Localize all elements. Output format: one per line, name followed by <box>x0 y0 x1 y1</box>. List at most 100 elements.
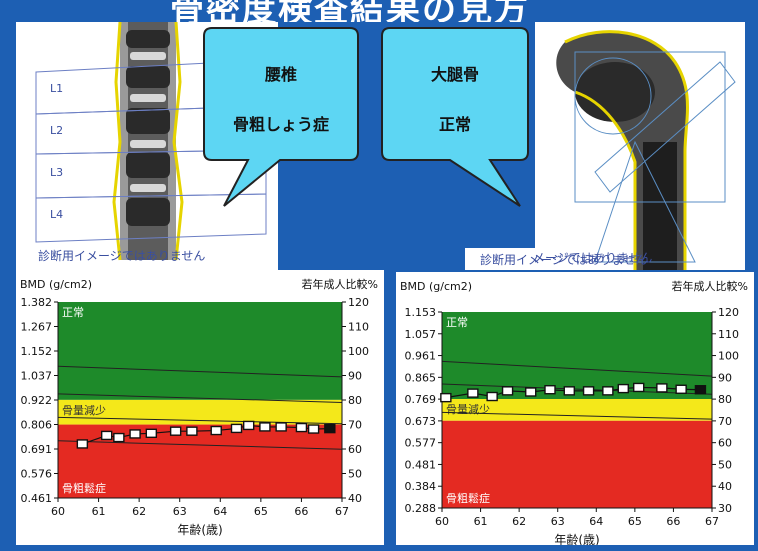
femur-scan-image: 診断用イメージではありません <box>485 22 745 270</box>
y-left-tick-label: 1.152 <box>21 345 53 358</box>
title-bar: 骨密度検査結果の見方 <box>0 0 758 22</box>
y-left-tick-label: 1.153 <box>405 306 437 319</box>
zone-label: 骨粗鬆症 <box>62 481 106 495</box>
x-tick-label: 63 <box>551 515 565 528</box>
bmd-data-point <box>186 426 198 436</box>
x-tick-label: 60 <box>51 505 65 518</box>
y-left-tick-label: 0.461 <box>21 492 53 505</box>
bmd-data-point <box>675 384 687 394</box>
y-right-tick-label: 80 <box>718 393 732 406</box>
y-left-tick-label: 0.673 <box>405 415 437 428</box>
bmd-data-point <box>295 422 308 433</box>
bmd-data-point <box>169 426 182 436</box>
x-tick-label: 61 <box>474 515 488 528</box>
x-tick-label: 64 <box>213 505 227 518</box>
spine-callout-line1: 腰椎 <box>265 65 297 84</box>
spine-label-l1: L1 <box>50 82 63 95</box>
y-right-tick-label: 90 <box>348 370 362 383</box>
x-tick-label: 66 <box>294 505 308 518</box>
y-left-tick-label: 0.384 <box>405 480 437 493</box>
femur-callout-line1: 大腿骨 <box>431 65 479 84</box>
spine-label-l2: L2 <box>50 124 63 137</box>
x-tick-label: 65 <box>628 515 642 528</box>
x-tick-label: 66 <box>666 515 680 528</box>
x-tick-label: 61 <box>92 505 106 518</box>
bmd-data-point <box>76 439 89 449</box>
bmd-data-point <box>129 429 141 439</box>
y-left-tick-label: 0.961 <box>405 350 437 363</box>
bmd-data-point <box>440 392 452 403</box>
spine-chart-panel: BMD (g/cm2) 若年成人比較% 正常 骨量減少 骨粗鬆症 1.382 1.267 1.… <box>16 270 384 545</box>
y-left-tick-label: 0.481 <box>405 458 437 471</box>
bmd-data-point <box>525 387 537 397</box>
femur-bmd-chart: BMD (g/cm2) 若年成人比較%正常骨量減少骨粗鬆症1.1531.0570.… <box>400 279 748 547</box>
femur-disclaimer-strip <box>465 248 535 270</box>
y-left-tick-label: 0.691 <box>21 443 53 456</box>
femur-disclaimer-label: 診断用イメージではありません <box>480 252 647 267</box>
y-left-tick-label: 0.769 <box>405 393 437 406</box>
bmd-data-point <box>617 383 629 394</box>
bmd-data-point <box>307 424 320 434</box>
y-left-tick-label: 0.806 <box>21 419 53 432</box>
bmd-data-point <box>275 422 287 432</box>
bmd-data-point <box>694 385 707 395</box>
y-left-tick-label: 1.037 <box>21 370 53 383</box>
bmd-data-point <box>544 385 556 395</box>
y-right-tick-label: 100 <box>348 345 369 358</box>
x-tick-label: 60 <box>435 515 449 528</box>
bmd-data-point <box>324 423 336 434</box>
bmd-data-point <box>563 386 575 396</box>
bmd-data-point <box>633 382 645 393</box>
femur-chart-panel: BMD (g/cm2) 若年成人比較% 正常 骨量減少 骨粗鬆症 1.153 1.057 0.… <box>396 272 754 547</box>
reference-line-0 <box>441 360 713 377</box>
bmd-data-point <box>210 425 222 436</box>
y-axis-left-label: BMD (g/cm2) <box>400 280 472 293</box>
bmd-data-point <box>242 420 255 431</box>
y-left-tick-label: 0.288 <box>405 502 437 515</box>
femur-image-panel: 診断用イメージではありません <box>485 22 745 270</box>
y-left-tick-label: 0.865 <box>405 371 437 384</box>
bmd-data-point <box>259 422 271 432</box>
x-tick-label: 62 <box>512 515 526 528</box>
bmd-data-point <box>100 430 113 441</box>
bmd-data-point <box>230 423 243 434</box>
zone-band-1 <box>442 399 712 421</box>
y-left-tick-label: 1.382 <box>21 296 53 309</box>
y-right-tick-label: 40 <box>718 480 732 493</box>
y-right-tick-label: 90 <box>718 371 732 384</box>
spine-label-l3: L3 <box>50 166 63 179</box>
zone-band-2 <box>442 420 712 508</box>
y-left-tick-label: 0.576 <box>21 468 53 481</box>
page-title: 骨密度検査結果の見方 <box>170 0 530 22</box>
zone-label: 骨量減少 <box>62 403 106 417</box>
reference-line-1 <box>57 393 343 403</box>
x-axis-label: 年齢(歳) <box>177 522 222 537</box>
y-right-tick-label: 100 <box>718 350 739 363</box>
femur-callout-bubble <box>381 27 529 207</box>
y-right-tick-label: 40 <box>348 492 362 505</box>
y-right-tick-label: 60 <box>348 443 362 456</box>
spine-label-l4: L4 <box>50 208 63 221</box>
bmd-data-point <box>501 386 514 396</box>
spine-callout-line2: 骨粗しょう症 <box>233 115 329 134</box>
zone-label: 骨粗鬆症 <box>446 491 490 505</box>
y-right-tick-label: 110 <box>718 328 739 341</box>
y-right-tick-label: 120 <box>348 296 369 309</box>
zone-label: 正常 <box>446 316 468 329</box>
bmd-data-point <box>145 428 158 439</box>
reference-line-2 <box>57 416 343 425</box>
bmd-data-point <box>656 383 668 393</box>
y-right-tick-label: 50 <box>348 468 362 481</box>
bmd-data-point <box>467 388 479 398</box>
y-axis-right-label: 若年成人比較% <box>672 279 748 293</box>
x-tick-label: 63 <box>173 505 187 518</box>
femur-callout-line2: 正常 <box>439 115 471 134</box>
zone-band-0 <box>58 302 342 400</box>
x-tick-label: 62 <box>132 505 146 518</box>
y-right-tick-label: 50 <box>718 458 732 471</box>
bmd-data-point <box>113 432 125 443</box>
x-tick-label: 67 <box>705 515 719 528</box>
reference-line-2 <box>441 411 713 420</box>
spine-callout-bubble <box>203 27 359 207</box>
y-axis-left-label: BMD (g/cm2) <box>20 278 92 291</box>
